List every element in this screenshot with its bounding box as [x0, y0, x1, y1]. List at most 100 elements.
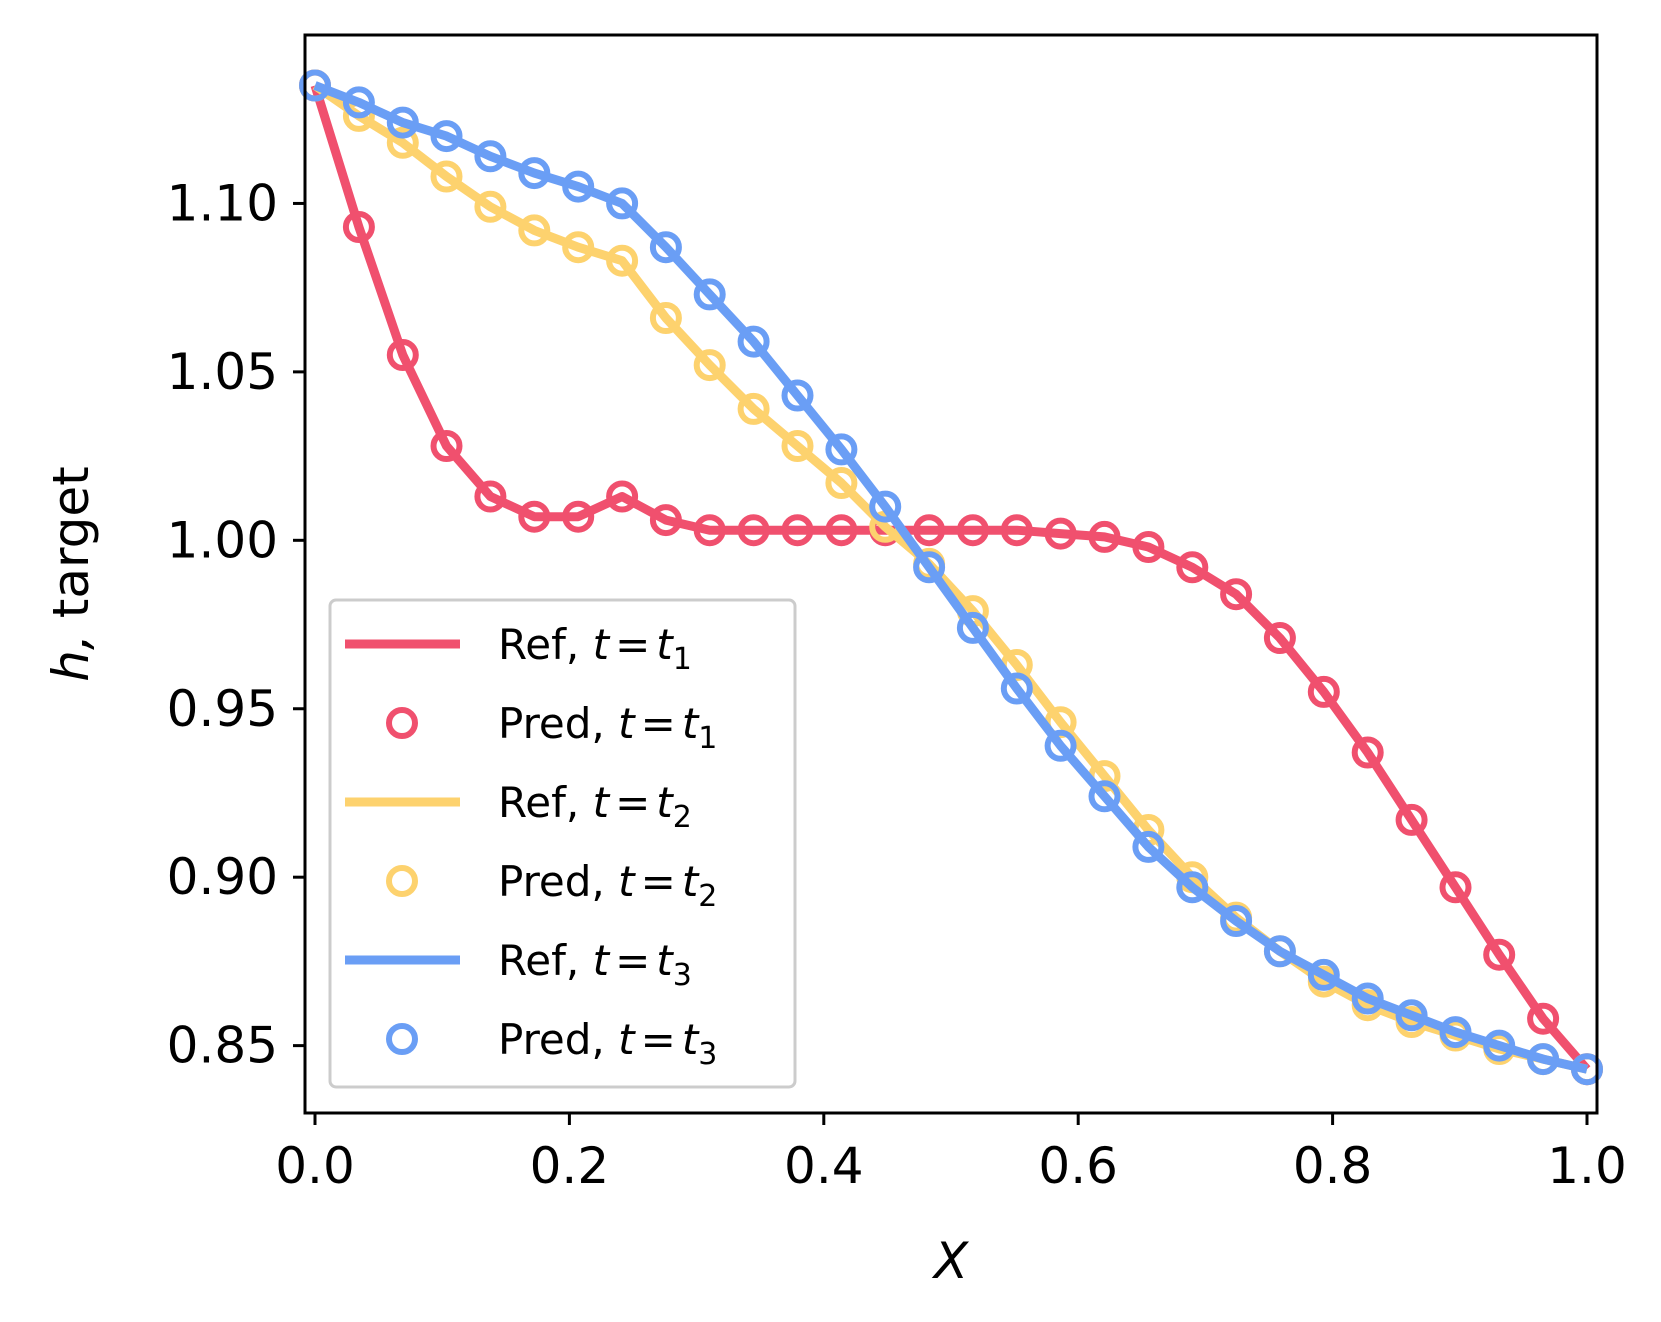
- x-tick-label: 0.2: [530, 1137, 610, 1195]
- x-axis-label: X: [931, 1232, 970, 1290]
- x-tick-label: 0.0: [275, 1137, 355, 1195]
- pred-point-t3: [1527, 1043, 1560, 1076]
- pred-point-t1: [1527, 1002, 1560, 1035]
- legend-item-pred-t1: Pred, t = t1: [386, 699, 717, 756]
- y-tick-label: 0.85: [167, 1017, 278, 1075]
- pred-point-t1: [1439, 871, 1472, 904]
- legend-label: Pred, t = t2: [498, 857, 717, 914]
- legend-label: Ref, t = t1: [498, 620, 692, 677]
- x-tick-label: 0.8: [1293, 1137, 1373, 1195]
- axes-layer: 0.0 0.2 0.4 0.6 0.8 1.0 0.85 0.90 0.95 1.00 1.05 1.…: [42, 33, 1627, 1290]
- pred-point-t1: [342, 211, 375, 243]
- pred-point-t2: [386, 126, 419, 159]
- y-tick-label: 1.10: [167, 174, 278, 232]
- pred-point-t1: [913, 514, 946, 547]
- pred-point-t1: [956, 514, 989, 547]
- pred-point-t2: [825, 467, 858, 499]
- pred-point-t1: [1000, 514, 1033, 547]
- pred-point-t1: [1263, 622, 1296, 654]
- pred-point-t3: [562, 170, 595, 203]
- x-tick-label: 0.4: [784, 1137, 864, 1195]
- legend-label: Ref, t = t3: [498, 936, 692, 993]
- pred-point-t3: [342, 86, 375, 119]
- legend-marker-swatch: [386, 1023, 418, 1055]
- pred-point-t2: [737, 392, 770, 425]
- pred-point-t1: [737, 514, 770, 547]
- pred-point-t3: [737, 325, 770, 358]
- pred-point-t3: [299, 69, 331, 102]
- pred-point-t1: [474, 480, 507, 513]
- pred-point-t3: [474, 140, 507, 173]
- legend-box: [328, 598, 797, 1089]
- x-tick-label: 1.0: [1547, 1137, 1627, 1195]
- pred-point-t1: [1044, 517, 1077, 550]
- pred-point-t3: [606, 187, 639, 220]
- legend-label: Ref, t = t2: [498, 778, 692, 835]
- pred-point-t2: [649, 302, 682, 334]
- pred-point-t3: [1088, 780, 1121, 813]
- legend-item-pred-t2: Pred, t = t2: [386, 857, 717, 914]
- pred-point-t3: [1000, 672, 1033, 705]
- ref-line-t3: [313, 81, 1589, 1074]
- pred-point-t2: [430, 160, 463, 193]
- pred-point-t3: [956, 611, 989, 644]
- series-layer: [299, 69, 1603, 1086]
- pred-point-t2: [562, 231, 595, 264]
- pred-point-t3: [518, 157, 551, 190]
- pred-point-t2: [606, 244, 639, 277]
- legend-marker-swatch: [386, 707, 418, 739]
- y-tick-label: 1.05: [167, 343, 278, 401]
- pred-point-t3: [1307, 958, 1340, 991]
- pred-point-t3: [913, 551, 946, 584]
- legend-item-ref-t3: Ref, t = t3: [345, 936, 692, 993]
- pred-point-t3: [825, 433, 858, 466]
- pred-point-t1: [430, 430, 463, 462]
- pred-point-t1: [1132, 531, 1165, 563]
- plot-frame: [303, 33, 1599, 1115]
- legend-item-ref-t2: Ref, t = t2: [345, 778, 692, 835]
- pred-point-t3: [1220, 905, 1253, 937]
- pred-point-t1: [562, 500, 595, 533]
- y-tick-label: 0.90: [167, 848, 278, 906]
- legend-item-ref-t1: Ref, t = t1: [345, 620, 692, 677]
- pred-point-t3: [386, 106, 419, 139]
- x-tick-label: 0.6: [1038, 1137, 1118, 1195]
- pred-point-t1: [825, 514, 858, 547]
- series-t3: [299, 69, 1603, 1086]
- pred-point-t3: [649, 231, 682, 264]
- pred-point-t2: [693, 349, 726, 382]
- pred-point-t1: [693, 514, 726, 547]
- legend-item-pred-t3: Pred, t = t3: [386, 1015, 717, 1072]
- pred-point-t1: [606, 480, 639, 513]
- pred-point-t3: [1439, 1016, 1472, 1049]
- pred-point-t3: [1176, 871, 1209, 904]
- y-tick-label: 0.95: [167, 680, 278, 738]
- pred-point-t3: [693, 278, 726, 311]
- pred-point-t3: [430, 120, 463, 153]
- pred-point-t1: [1307, 675, 1340, 708]
- y-tick-label: 1.00: [167, 511, 278, 569]
- pred-point-t3: [1044, 729, 1077, 762]
- pred-point-t3: [1571, 1053, 1603, 1086]
- pred-point-t3: [781, 379, 814, 412]
- pred-point-t3: [1351, 982, 1384, 1015]
- pred-point-t2: [518, 214, 551, 247]
- pred-point-t1: [649, 504, 682, 537]
- pred-point-t1: [1351, 736, 1384, 769]
- pred-point-t1: [1395, 803, 1428, 836]
- y-axis-label-variable: h,: [42, 634, 100, 682]
- pred-point-t3: [1263, 935, 1296, 968]
- pred-point-t1: [1176, 551, 1209, 584]
- pred-point-t2: [474, 190, 507, 223]
- legend: Ref, t = t1 Pred, t = t1 Ref, t = t2 Pred, t = t2 Re…: [328, 598, 797, 1089]
- pred-point-t1: [518, 500, 551, 533]
- pred-point-t1: [1483, 938, 1516, 971]
- pred-point-t3: [1395, 999, 1428, 1032]
- y-axis-label-text: target: [42, 466, 100, 634]
- pred-point-t3: [1483, 1029, 1516, 1062]
- legend-label: Pred, t = t1: [498, 699, 717, 756]
- pred-point-t1: [386, 339, 419, 371]
- pred-point-t1: [1088, 520, 1121, 553]
